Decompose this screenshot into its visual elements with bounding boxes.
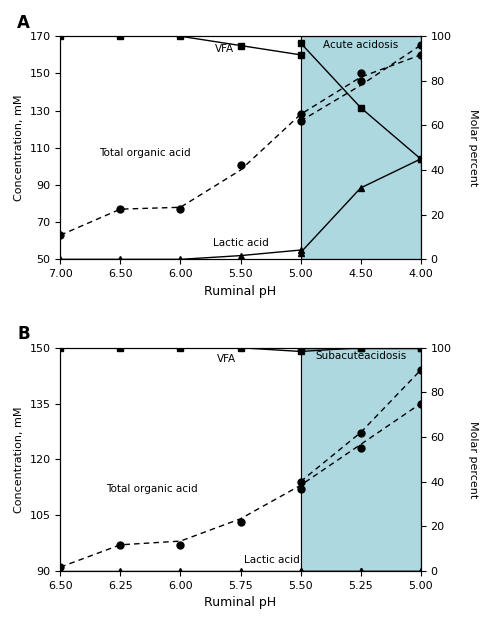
Bar — [301, 348, 421, 571]
Text: Total organic acid: Total organic acid — [106, 484, 197, 494]
Text: VFA: VFA — [216, 354, 236, 364]
X-axis label: Ruminal pH: Ruminal pH — [205, 596, 277, 609]
Bar — [301, 36, 421, 259]
Text: VFA: VFA — [215, 44, 235, 54]
Y-axis label: Molar percent: Molar percent — [468, 109, 478, 186]
Text: Total organic acid: Total organic acid — [98, 148, 190, 158]
X-axis label: Ruminal pH: Ruminal pH — [205, 285, 277, 298]
Bar — [301, 36, 421, 259]
Text: B: B — [17, 325, 30, 343]
Text: Lactic acid: Lactic acid — [244, 554, 300, 564]
Y-axis label: Concentration, mM: Concentration, mM — [14, 95, 24, 201]
Text: Acute acidosis: Acute acidosis — [323, 40, 399, 50]
Y-axis label: Molar percent: Molar percent — [468, 421, 478, 498]
Y-axis label: Concentration, mM: Concentration, mM — [14, 406, 24, 513]
Bar — [301, 348, 421, 571]
Text: A: A — [17, 14, 30, 32]
Text: Lactic acid: Lactic acid — [213, 237, 268, 247]
Text: Subacuteacidosis: Subacuteacidosis — [315, 351, 406, 361]
